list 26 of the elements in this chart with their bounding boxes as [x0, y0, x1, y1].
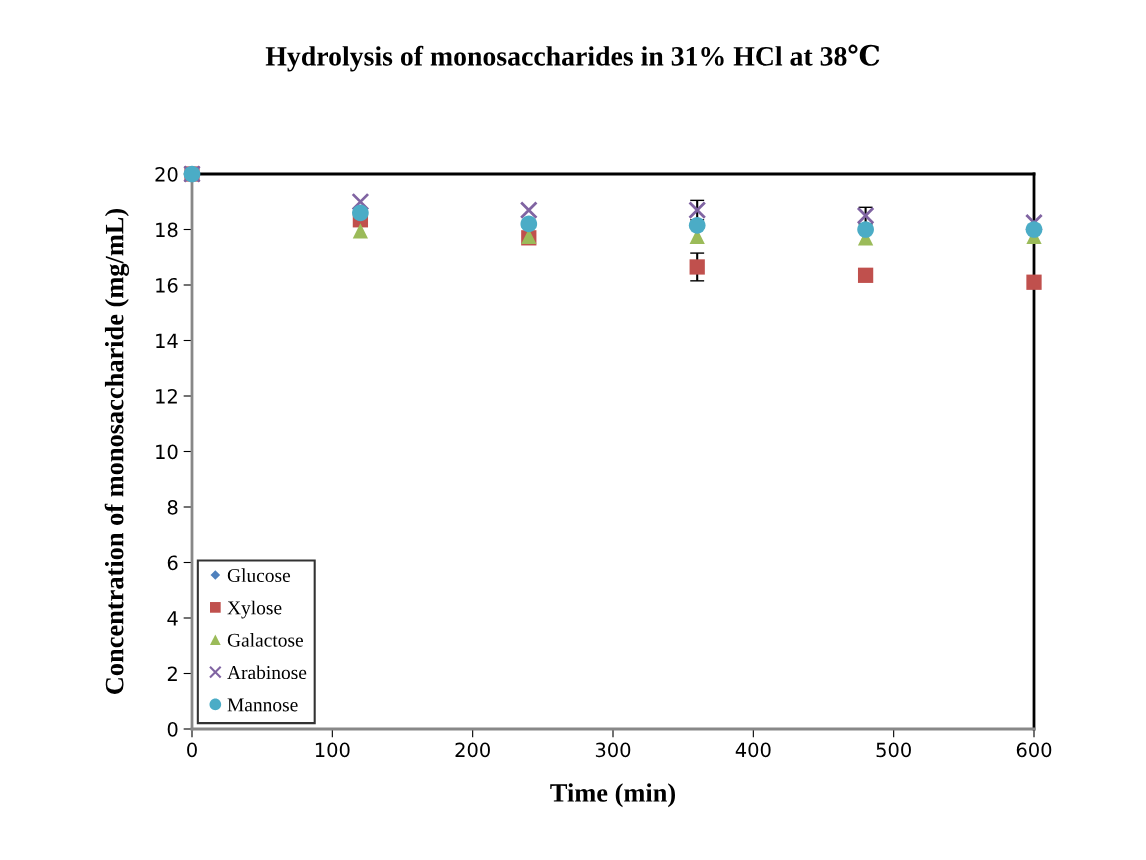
x-tick-label: 400	[735, 742, 771, 758]
x-tick-label: 0	[187, 742, 197, 758]
y-tick-label: 20	[155, 166, 178, 182]
legend-label: Arabinose	[227, 665, 307, 680]
x-tick-label: 500	[876, 742, 911, 758]
legend-label: Galactose	[227, 633, 303, 647]
y-tick-label: 12	[156, 388, 177, 404]
legend-label: Mannose	[227, 698, 298, 712]
y-tick-label: 6	[167, 555, 178, 571]
y-tick-label: 14	[156, 333, 178, 348]
y-tick-label: 8	[167, 499, 178, 515]
x-axis-title: Time (min)	[550, 783, 676, 808]
y-tick-label: 10	[156, 444, 178, 460]
y-axis-title: Concentration of monosaccharide (mg/mL)	[104, 208, 130, 694]
legend-label: Glucose	[227, 568, 291, 583]
y-tick-label: 0	[167, 721, 178, 737]
x-tick-label: 600	[1016, 742, 1052, 758]
x-tick-label: 100	[315, 742, 350, 758]
y-tick-label: 2	[167, 666, 177, 681]
y-tick-label: 18	[156, 222, 178, 238]
y-tick-label: 4	[167, 611, 178, 626]
legend-label: Xylose	[227, 600, 282, 619]
y-tick-label: 16	[156, 277, 178, 293]
chart-title: Hydrolysis of monosaccharides in 31% HCl at 38℃	[265, 44, 880, 72]
x-tick-label: 300	[595, 742, 631, 758]
x-tick-label: 200	[455, 742, 490, 758]
